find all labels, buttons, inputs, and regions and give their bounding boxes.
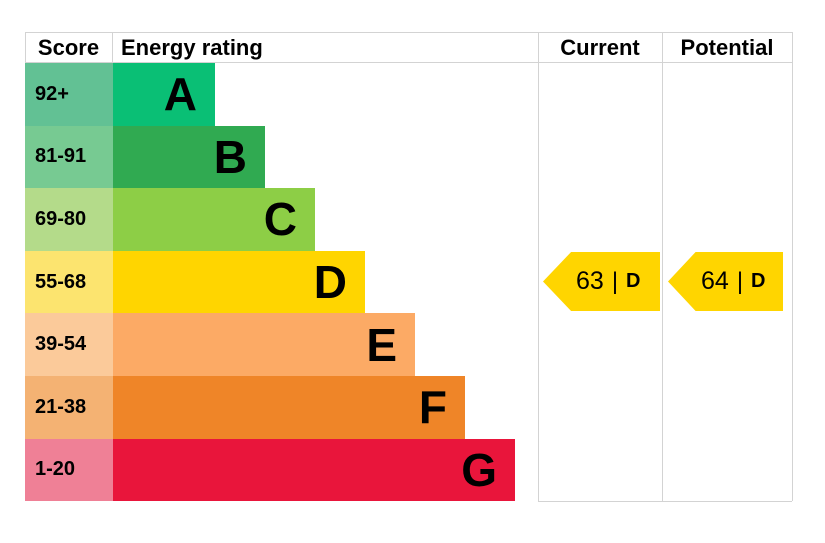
rating-letter: D — [313, 256, 347, 309]
score-range-cell: 39-54 — [25, 313, 113, 376]
band-row: 81-91 B — [25, 125, 515, 189]
score-range-label: 92+ — [35, 82, 69, 105]
score-range-cell: 69-80 — [25, 188, 113, 251]
table-bottom-border — [538, 501, 792, 502]
band-rows: 92+ A 81-91 B 69-80 C 55-68 — [25, 63, 515, 502]
band-row: 92+ A — [25, 63, 515, 126]
score-range-label: 81-91 — [35, 145, 87, 168]
potential-rating-arrow: 64 | D — [668, 252, 783, 311]
rating-letter: A — [163, 68, 197, 121]
band-row: 69-80 C — [25, 188, 515, 251]
potential-separator: | — [736, 267, 744, 295]
score-range-cell: 81-91 — [25, 125, 113, 189]
band-row: 1-20 G — [25, 438, 515, 502]
rating-letter: E — [366, 318, 397, 371]
energy-rating-column-header: Energy rating — [121, 35, 263, 60]
potential-score-value: 64 — [701, 267, 729, 295]
rating-letter: G — [461, 443, 497, 496]
score-range-label: 69-80 — [35, 207, 87, 230]
score-range-label: 1-20 — [35, 458, 76, 481]
band-row: 21-38 F — [25, 375, 515, 439]
header-left-border — [25, 32, 26, 62]
score-range-label: 55-68 — [35, 270, 87, 293]
header-bottom-border — [25, 62, 792, 63]
current-rating-arrow: 63 | D — [543, 252, 660, 311]
score-range-label: 21-38 — [35, 395, 87, 418]
potential-column-right-border — [792, 32, 793, 501]
rating-letter: C — [263, 193, 297, 246]
score-column-header: Score — [37, 35, 100, 60]
current-column-header: Current — [560, 35, 640, 60]
potential-column-header: Potential — [680, 35, 774, 60]
band-row: 39-54 E — [25, 313, 515, 376]
rating-bar: C — [113, 188, 315, 251]
current-separator: | — [611, 267, 619, 295]
rating-bar: G — [113, 438, 515, 502]
score-range-cell: 21-38 — [25, 375, 113, 439]
rating-bar: F — [113, 375, 465, 439]
rating-bar: A — [113, 63, 215, 126]
score-range-label: 39-54 — [35, 333, 87, 356]
rating-letter: F — [418, 381, 447, 434]
current-rating-letter: D — [626, 270, 641, 292]
score-range-cell: 92+ — [25, 63, 113, 126]
rating-bar: D — [113, 250, 365, 314]
rating-bar: E — [113, 313, 415, 376]
current-column-left-border — [538, 32, 539, 501]
current-score-value: 63 — [576, 267, 604, 295]
score-range-cell: 55-68 — [25, 250, 113, 314]
potential-rating-letter: D — [751, 270, 766, 292]
rating-letter: B — [213, 130, 247, 183]
score-range-cell: 1-20 — [25, 438, 113, 502]
band-row: 55-68 D — [25, 250, 515, 314]
table-top-border — [25, 32, 792, 33]
score-column-divider — [112, 32, 113, 62]
rating-bar: B — [113, 125, 265, 189]
current-potential-divider — [662, 32, 663, 501]
